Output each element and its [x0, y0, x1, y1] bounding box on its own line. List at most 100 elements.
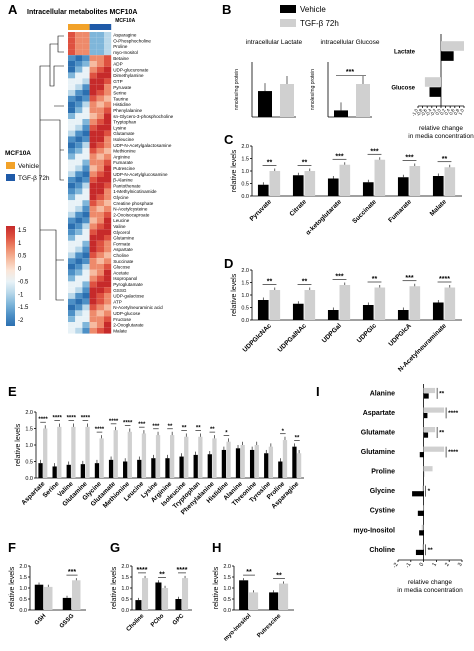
heatmap-cell [89, 188, 97, 195]
category-label: Glycine [370, 488, 395, 495]
heatmap-cell [89, 84, 97, 90]
heatmap-cell [82, 258, 90, 264]
heatmap-cell [104, 72, 112, 79]
heatmap-cell [96, 281, 104, 288]
y-tick-label: 0.5 [19, 597, 27, 603]
x-tick-label: -0.4 [424, 108, 432, 118]
hbar-vehicle [412, 491, 424, 497]
significance-stars: *** [68, 569, 76, 576]
heatmap-cell [96, 206, 104, 212]
heatmap-cell [68, 264, 76, 270]
x-tick-label: 0 [419, 562, 426, 568]
heatmap-cell [82, 200, 90, 206]
heatmap-cell [68, 95, 76, 102]
heatmap-cell [104, 264, 112, 270]
bar-tgf [212, 438, 217, 478]
heatmap-cell [68, 142, 76, 148]
heatmap-cell [68, 293, 76, 299]
heatmap-cell [89, 200, 97, 206]
heatmap-cell [96, 136, 104, 143]
heatmap-group-header: MCF10A [115, 18, 135, 24]
heatmap-row-label: Glycine [113, 195, 129, 200]
heatmap-cell [89, 95, 97, 102]
heatmap-cell [75, 113, 83, 119]
y-tick-label: 2.0 [25, 410, 33, 416]
significance-stars: * [282, 429, 285, 435]
significance-stars: ** [182, 425, 187, 431]
x-tick-label: 0.6 [448, 108, 456, 116]
heatmap-row-label: Betaine [113, 56, 129, 61]
heatmap-cell [96, 246, 104, 253]
heatmap-cell [68, 287, 76, 293]
heatmap-cell [82, 240, 90, 247]
heatmap-cell [96, 72, 104, 79]
heatmap-cell [75, 37, 83, 44]
heatmap-cell [104, 252, 112, 259]
panel-letter-b: B [222, 2, 231, 17]
heatmap-cell [104, 258, 112, 264]
heatmap-cell [82, 130, 90, 137]
bar-tgf [268, 446, 274, 478]
heatmap-cell [75, 188, 83, 195]
bar-tgf [254, 445, 259, 478]
heatmap-cell [82, 211, 90, 218]
bar-vehicle [327, 178, 339, 196]
bar-tgf [339, 164, 351, 196]
category-label: Fumarate [387, 198, 413, 224]
bar-vehicle [52, 466, 57, 478]
heatmap-cell [68, 322, 76, 328]
heatmap-cell [104, 206, 112, 212]
heatmap-row-label: ADP [113, 62, 122, 67]
heatmap-row-label: Fructose [113, 317, 131, 322]
significance-stars: ** [302, 279, 308, 286]
heatmap-cell [68, 165, 76, 172]
bar-vehicle [249, 449, 255, 478]
bar-vehicle [80, 464, 85, 478]
heatmap-cell [68, 148, 76, 154]
significance-stars: **** [109, 419, 119, 425]
heatmap-row-label: UDP-N-Acetylglucosamine [113, 172, 168, 177]
heatmap-row-label: Tryptophan [113, 120, 137, 125]
significance-stars: ** [210, 427, 215, 433]
heatmap-cell [68, 304, 76, 311]
y-tick-label: 1.0 [241, 293, 249, 299]
heatmap-cell [75, 95, 83, 102]
heatmap-cell [82, 37, 90, 44]
heatmap-cell [96, 327, 104, 334]
heatmap-row-label: myo-Inositol [113, 50, 138, 55]
heatmap-cell [96, 269, 104, 276]
heatmap-cell [89, 119, 97, 125]
heatmap-cell [82, 66, 90, 73]
bar-vehicle [292, 175, 304, 196]
heatmap-cell [89, 130, 97, 137]
heatmap-row-label: Serine [113, 91, 127, 96]
category-label: Proline [371, 469, 395, 476]
significance-stars: **** [95, 427, 105, 433]
y-axis-label: relative levels [111, 566, 118, 609]
heatmap-cell [75, 327, 83, 334]
heatmap-row-label: Choline [113, 253, 129, 258]
heatmap-cell [104, 159, 112, 166]
bar-tgf [113, 430, 118, 478]
bar-tgf [304, 171, 316, 196]
heatmap-row-label: Putrescine [113, 166, 135, 171]
heatmap-cell [96, 90, 104, 96]
heatmap-cell [96, 95, 104, 102]
heatmap-cell [96, 298, 104, 305]
heatmap-cell [68, 217, 76, 224]
significance-stars: **** [67, 416, 77, 422]
significance-stars: ** [196, 425, 201, 431]
heatmap-cell [89, 142, 97, 148]
bar-vehicle [123, 461, 128, 478]
heatmap-cell [68, 159, 76, 166]
category-label: Glucose [391, 85, 415, 91]
bar-tgf [240, 445, 245, 478]
hbar-vehicle [423, 393, 429, 399]
heatmap-cell [68, 130, 76, 137]
heatmap-cell [75, 240, 83, 247]
heatmap-row-label: Glucose [113, 265, 130, 270]
significance-stars: ** [267, 279, 273, 286]
bar-tgf [182, 578, 189, 610]
heatmap-cell [104, 142, 112, 148]
y-tick-label: 0.5 [223, 597, 231, 603]
